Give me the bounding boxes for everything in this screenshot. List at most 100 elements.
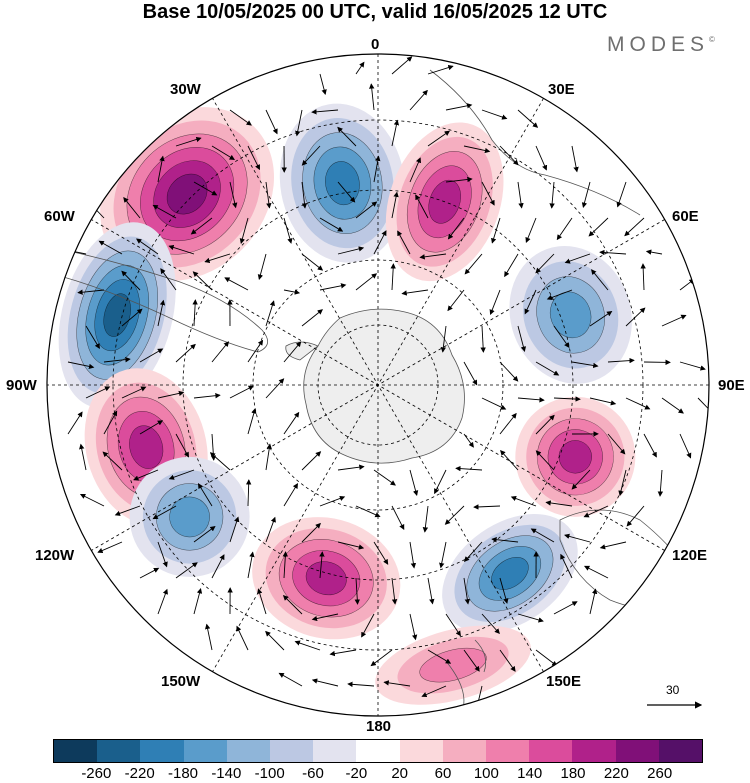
wind-vector xyxy=(464,253,483,275)
wind-vector xyxy=(197,483,213,507)
latitude-circle xyxy=(182,189,574,581)
colorbar xyxy=(53,739,703,763)
wind-vector xyxy=(679,433,692,459)
colorbar-tick-label: 140 xyxy=(517,765,543,782)
wind-vector xyxy=(103,356,131,363)
wind-vector xyxy=(535,361,560,376)
wind-vector xyxy=(355,61,365,75)
wind-vector xyxy=(588,217,609,237)
wind-vector xyxy=(373,230,387,255)
wind-vector xyxy=(524,289,537,315)
wind-vector xyxy=(409,613,418,641)
wind-vector xyxy=(102,451,123,471)
wind-vector xyxy=(517,181,524,209)
wind-vector xyxy=(499,412,517,435)
wind-vector xyxy=(67,361,95,370)
colorbar-tick-label: -60 xyxy=(302,765,324,782)
wind-vector xyxy=(421,685,447,698)
antarctica xyxy=(285,308,465,464)
lon-label-150w: 150W xyxy=(161,673,201,690)
wind-vector xyxy=(419,253,447,260)
colorbar-tick-label: 20 xyxy=(391,765,408,782)
colorbar-swatch xyxy=(658,740,703,762)
lon-label-180: 180 xyxy=(366,718,392,735)
colorbar-tick-label: -20 xyxy=(345,765,368,782)
wind-vector xyxy=(607,433,626,455)
anomaly-contour xyxy=(558,440,592,474)
wind-vector xyxy=(535,145,548,171)
wind-vector xyxy=(157,390,185,399)
wind-vector xyxy=(301,309,323,327)
wind-vector xyxy=(535,414,555,435)
wind-vector xyxy=(265,516,276,543)
wind-vector xyxy=(157,541,168,568)
wind-vector xyxy=(463,649,480,672)
meridian-line xyxy=(212,98,544,672)
map-border xyxy=(46,53,710,717)
wind-vector xyxy=(319,495,346,507)
wind-vector xyxy=(369,83,375,111)
anomaly-contour xyxy=(103,293,131,337)
lon-label-150e: 150E xyxy=(546,673,582,690)
wind-vector xyxy=(553,601,578,615)
wind-vector xyxy=(354,577,360,605)
anomaly-contour xyxy=(549,291,592,339)
wind-vector xyxy=(247,339,264,363)
wind-vector xyxy=(409,157,421,183)
wind-vector xyxy=(463,577,470,605)
wind-vector xyxy=(278,672,303,687)
wind-vector xyxy=(445,176,473,183)
wind-vector xyxy=(160,268,177,291)
wind-vector xyxy=(571,469,591,490)
wind-vector xyxy=(427,65,454,75)
colorbar-tick-label: -180 xyxy=(167,765,199,782)
wind-vector xyxy=(283,411,300,435)
wind-vector xyxy=(455,465,483,472)
wind-vector xyxy=(491,536,519,543)
wind-vector xyxy=(583,505,609,518)
colorbar-tick-label: 260 xyxy=(647,765,673,782)
wind-vector xyxy=(679,361,706,371)
wind-vector xyxy=(463,433,474,448)
wind-vector xyxy=(294,640,321,651)
wind-vector xyxy=(643,433,657,458)
wind-vector xyxy=(445,613,461,637)
wind-vector xyxy=(447,217,465,240)
wind-vector xyxy=(463,541,483,562)
wind-vector xyxy=(301,522,321,543)
colorbar-swatch xyxy=(54,740,98,762)
colorbar-tick-label: -260 xyxy=(81,765,112,782)
wind-vector xyxy=(265,109,278,135)
anomaly-contour xyxy=(129,425,164,469)
anomaly-contour xyxy=(169,496,210,538)
wind-vector xyxy=(571,145,579,173)
anomaly-contour xyxy=(305,561,347,596)
wind-vector xyxy=(409,541,417,569)
wind-vector xyxy=(79,493,105,507)
wind-vector xyxy=(211,554,225,579)
wind-vector xyxy=(229,181,238,209)
wind-vector xyxy=(444,505,465,525)
south-america-outline xyxy=(59,249,268,353)
wind-vector xyxy=(391,577,398,605)
wind-vector xyxy=(245,479,252,507)
wind-vector xyxy=(625,307,646,327)
wind-vector xyxy=(549,181,555,209)
wind-vector xyxy=(236,625,249,651)
wind-vector xyxy=(491,217,501,244)
wind-vector xyxy=(133,469,159,481)
wind-vector xyxy=(599,541,627,550)
page-title: Base 10/05/2025 00 UTC, valid 16/05/2025… xyxy=(142,1,608,23)
wind-vector xyxy=(473,504,501,510)
wind-vector xyxy=(175,343,196,363)
wind-vector xyxy=(589,397,617,406)
wind-vector xyxy=(645,249,663,255)
wind-vector xyxy=(190,217,213,235)
wind-vector xyxy=(616,181,627,208)
wind-vector xyxy=(257,253,267,280)
wind-vector xyxy=(626,505,645,527)
wind-vector xyxy=(373,541,389,565)
wind-vector xyxy=(581,181,591,208)
wind-vector xyxy=(229,109,252,126)
